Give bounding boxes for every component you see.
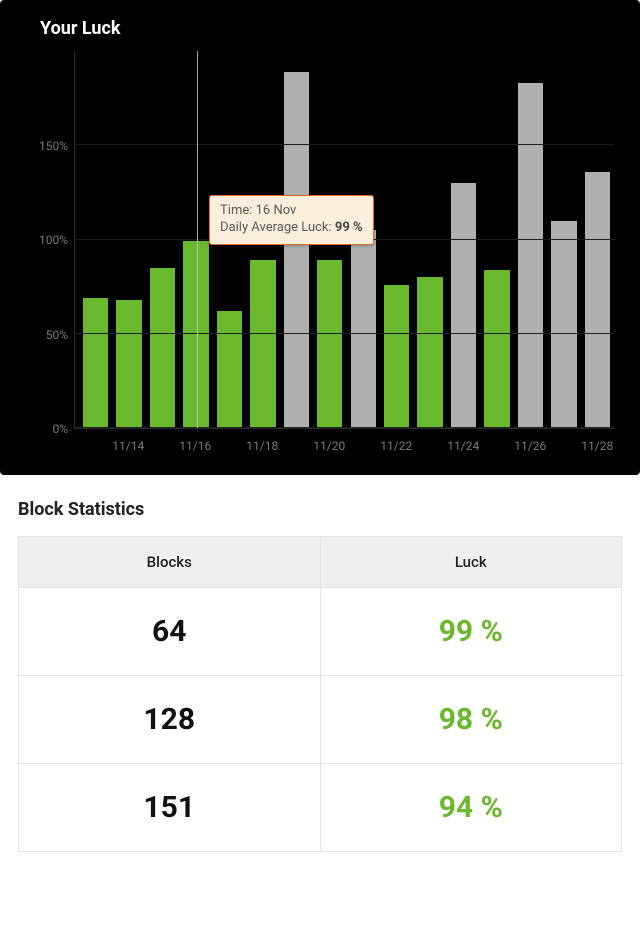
y-tick-label: 150% — [18, 139, 68, 153]
chart-bar[interactable] — [384, 285, 409, 428]
x-tick-label — [547, 439, 581, 453]
chart-bar[interactable] — [518, 83, 543, 428]
x-tick-label — [413, 439, 447, 453]
x-tick-label: 11/28 — [581, 439, 615, 453]
block-statistics-table: Blocks Luck 6499 %12898 %15194 % — [18, 536, 622, 852]
x-tick-label: 11/24 — [447, 439, 481, 453]
table-header-blocks: Blocks — [19, 537, 321, 588]
bar-slot[interactable] — [547, 51, 580, 428]
luck-cell: 94 % — [320, 764, 622, 852]
chart-area: Time: 16 NovDaily Average Luck: 99 % 11/… — [18, 51, 622, 461]
y-tick-label: 100% — [18, 233, 68, 247]
x-tick-label: 11/22 — [380, 439, 414, 453]
block-statistics-section: Block Statistics Blocks Luck 6499 %12898… — [0, 475, 640, 860]
gridline — [75, 427, 614, 428]
x-tick-label: 11/18 — [246, 439, 280, 453]
chart-bar[interactable] — [417, 277, 442, 428]
x-tick-label: 11/14 — [112, 439, 146, 453]
luck-cell: 99 % — [320, 588, 622, 676]
bar-slot[interactable] — [447, 51, 480, 428]
chart-plot[interactable]: Time: 16 NovDaily Average Luck: 99 % — [74, 51, 614, 429]
chart-bar[interactable] — [183, 241, 208, 428]
chart-bar[interactable] — [150, 268, 175, 428]
bar-slot[interactable] — [514, 51, 547, 428]
tooltip-line-luck: Daily Average Luck: 99 % — [220, 219, 363, 237]
table-header-luck: Luck — [320, 537, 622, 588]
chart-bar[interactable] — [250, 260, 275, 428]
blocks-cell: 128 — [19, 676, 321, 764]
chart-bar[interactable] — [585, 172, 610, 428]
block-statistics-title: Block Statistics — [18, 499, 622, 520]
luck-cell: 98 % — [320, 676, 622, 764]
chart-bar[interactable] — [116, 300, 141, 428]
chart-title: Your Luck — [40, 18, 622, 39]
gridline — [75, 144, 614, 145]
bar-slot[interactable] — [146, 51, 179, 428]
y-tick-label: 50% — [18, 328, 68, 342]
chart-bar[interactable] — [83, 298, 108, 428]
chart-bar[interactable] — [284, 72, 309, 428]
bar-slot[interactable] — [480, 51, 513, 428]
bar-slot[interactable] — [380, 51, 413, 428]
chart-bar[interactable] — [317, 260, 342, 428]
blocks-cell: 151 — [19, 764, 321, 852]
luck-chart-panel: Your Luck Time: 16 NovDaily Average Luck… — [0, 0, 640, 475]
table-row: 6499 % — [19, 588, 622, 676]
x-tick-label — [346, 439, 380, 453]
chart-bar[interactable] — [351, 230, 376, 428]
x-tick-label — [145, 439, 179, 453]
chart-bar[interactable] — [451, 183, 476, 428]
x-tick-label — [78, 439, 112, 453]
chart-x-labels: 11/14 11/16 11/18 11/20 11/22 11/24 11/26 11/28 — [74, 439, 614, 453]
x-tick-label — [212, 439, 246, 453]
table-row: 15194 % — [19, 764, 622, 852]
bar-slot[interactable] — [413, 51, 446, 428]
bar-slot[interactable] — [581, 51, 614, 428]
table-row: 12898 % — [19, 676, 622, 764]
x-tick-label — [279, 439, 313, 453]
chart-bar[interactable] — [217, 311, 242, 428]
x-tick-label — [480, 439, 514, 453]
x-tick-label: 11/20 — [313, 439, 347, 453]
chart-tooltip: Time: 16 NovDaily Average Luck: 99 % — [209, 195, 374, 245]
x-tick-label: 11/16 — [179, 439, 213, 453]
bar-slot[interactable] — [112, 51, 145, 428]
bar-slot[interactable] — [179, 51, 212, 428]
tooltip-line-time: Time: 16 Nov — [220, 202, 363, 220]
chart-bar[interactable] — [551, 221, 576, 428]
gridline — [75, 333, 614, 334]
chart-crosshair — [197, 51, 198, 428]
x-tick-label: 11/26 — [514, 439, 548, 453]
blocks-cell: 64 — [19, 588, 321, 676]
y-tick-label: 0% — [18, 422, 68, 436]
chart-bar[interactable] — [484, 270, 509, 428]
bar-slot[interactable] — [79, 51, 112, 428]
